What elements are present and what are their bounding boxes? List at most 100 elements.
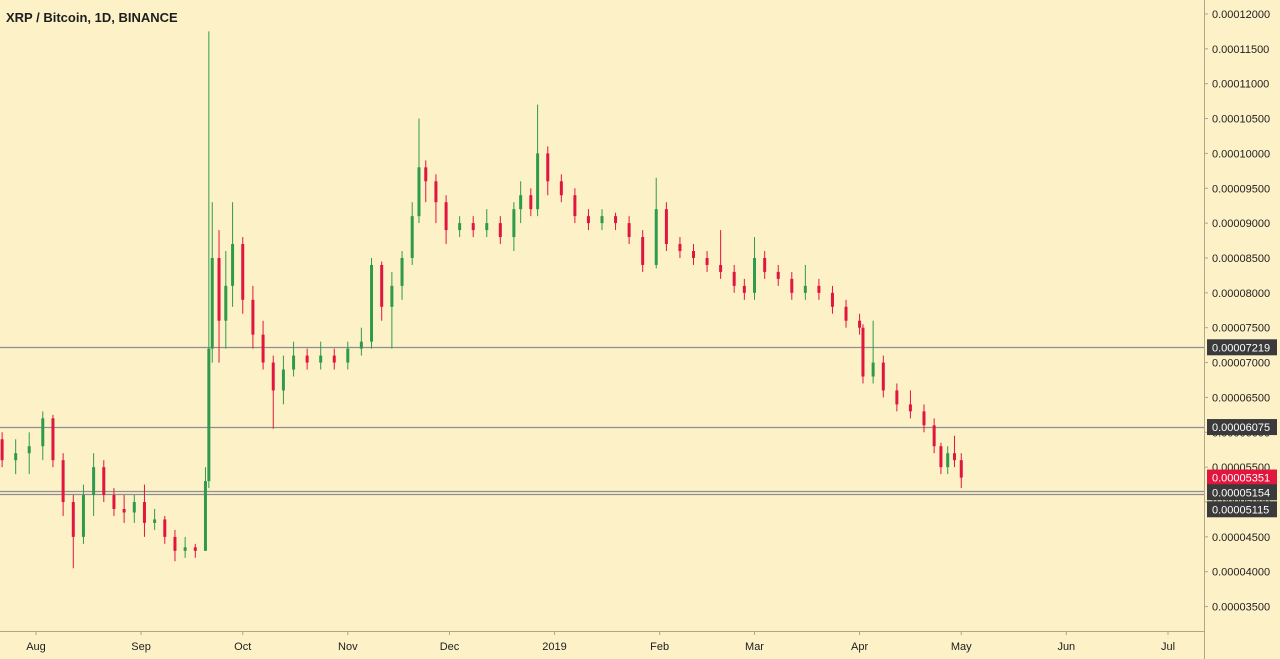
candle-body-56 — [586, 216, 590, 224]
candle-body-80 — [881, 362, 885, 391]
candle-body-63 — [678, 244, 682, 252]
x-tick-label-0: Aug — [26, 641, 46, 653]
chart-title: XRP / Bitcoin, 1D, BINANCE — [6, 10, 178, 25]
candle-body-24 — [231, 244, 235, 286]
candle-body-47 — [485, 223, 489, 231]
time-axis[interactable]: Aug Sep Oct Nov Dec 2019 Feb Mar Apr May Jun Jul — [26, 631, 1175, 653]
candle-body-25 — [241, 244, 245, 300]
level-tag-0-box — [1207, 339, 1277, 356]
y-tick-label-13: 0.00010000 — [1212, 148, 1270, 160]
candle-body-64 — [692, 251, 696, 258]
y-tick-label-7: 0.00007000 — [1212, 358, 1270, 370]
y-tick-label-9: 0.00008000 — [1212, 288, 1270, 300]
candle-body-29 — [281, 369, 285, 391]
candle-body-51 — [529, 195, 533, 210]
candle-body-20 — [207, 348, 211, 482]
candle-body-15 — [163, 519, 167, 537]
candle-body-71 — [776, 271, 780, 279]
x-tick-label-8: Apr — [851, 641, 868, 653]
candle-body-7 — [81, 495, 85, 537]
level-tag-1-box — [1207, 419, 1277, 436]
y-tick-label-17: 0.00012000 — [1212, 9, 1270, 21]
y-tick-label-11: 0.00009000 — [1212, 218, 1270, 230]
candle-body-73 — [803, 285, 807, 293]
candle-body-39 — [400, 257, 404, 286]
candle-body-14 — [153, 519, 157, 523]
candle-body-19 — [203, 481, 207, 551]
y-tick-label-0: 0.00003500 — [1212, 602, 1270, 614]
y-tick-label-16: 0.00011500 — [1212, 44, 1269, 56]
x-tick-label-5: 2019 — [542, 641, 566, 653]
candle-body-58 — [614, 216, 618, 224]
candle-body-48 — [498, 223, 502, 238]
x-tick-label-3: Nov — [338, 641, 358, 653]
candle-body-31 — [305, 355, 309, 363]
candle-body-75 — [830, 292, 834, 307]
x-tick-label-1: Sep — [131, 641, 151, 653]
candle-body-21 — [210, 257, 214, 349]
candle-body-78 — [861, 327, 865, 377]
candle-body-37 — [380, 264, 384, 307]
candle-body-18 — [193, 547, 197, 551]
y-tick-label-6: 0.00006500 — [1212, 392, 1270, 404]
candle-body-76 — [844, 306, 848, 321]
candle-body-3 — [41, 418, 45, 447]
candle-body-43 — [434, 181, 438, 203]
x-tick-label-10: Jun — [1057, 641, 1075, 653]
candle-body-79 — [871, 362, 875, 377]
candle-body-87 — [952, 453, 956, 461]
candle-body-77 — [858, 320, 862, 328]
x-tick-label-9: May — [951, 641, 972, 653]
candle-body-34 — [346, 348, 350, 363]
y-tick-label-8: 0.00007500 — [1212, 323, 1270, 335]
last-price-tag-label: 0.00005351 — [1212, 473, 1270, 485]
y-tick-label-2: 0.00004500 — [1212, 532, 1270, 544]
last-price-tag-box — [1207, 469, 1277, 486]
y-tick-label-10: 0.00008500 — [1212, 253, 1270, 265]
candle-body-57 — [600, 216, 604, 224]
candle-body-12 — [132, 502, 136, 513]
candle-body-82 — [908, 404, 912, 412]
price-tags: 0.00007219 0.00006075 0.00005351 0.00005154… — [1207, 339, 1277, 518]
candle-body-65 — [705, 257, 709, 265]
candle-body-86 — [946, 453, 950, 468]
candle-body-85 — [939, 446, 943, 468]
level-tag-3-label: 0.00005115 — [1212, 504, 1269, 516]
candle-body-88 — [959, 460, 963, 478]
candle-body-6 — [71, 502, 75, 537]
candle-body-17 — [183, 547, 187, 551]
candle-body-30 — [292, 355, 296, 370]
candle-body-4 — [51, 418, 55, 461]
candle-body-5 — [61, 460, 65, 503]
candle-body-67 — [732, 271, 736, 286]
candle-body-62 — [664, 209, 668, 245]
candle-body-2 — [27, 446, 31, 454]
candle-body-81 — [895, 390, 899, 405]
candle-body-53 — [546, 153, 550, 182]
y-tick-label-1: 0.00004000 — [1212, 567, 1270, 579]
candle-body-84 — [932, 425, 936, 447]
candle-body-70 — [763, 257, 767, 272]
candle-body-41 — [417, 167, 421, 217]
candle-body-45 — [458, 223, 462, 231]
candle-body-32 — [319, 355, 323, 363]
candle-body-74 — [817, 285, 821, 293]
candle-body-46 — [471, 223, 475, 231]
candle-body-36 — [370, 264, 374, 342]
x-tick-label-6: Feb — [650, 641, 669, 653]
candle-body-50 — [519, 195, 523, 210]
candle-body-23 — [224, 285, 228, 321]
candle-body-35 — [359, 341, 363, 349]
candle-body-44 — [444, 202, 448, 231]
candle-body-55 — [573, 195, 577, 217]
candle-body-49 — [512, 209, 516, 238]
candle-body-16 — [173, 536, 177, 551]
x-tick-label-7: Mar — [745, 641, 764, 653]
candle-body-38 — [390, 285, 394, 307]
candles — [0, 31, 963, 569]
level-tag-2-box — [1207, 484, 1277, 501]
x-tick-label-11: Jul — [1161, 641, 1175, 653]
candle-body-61 — [654, 209, 658, 265]
